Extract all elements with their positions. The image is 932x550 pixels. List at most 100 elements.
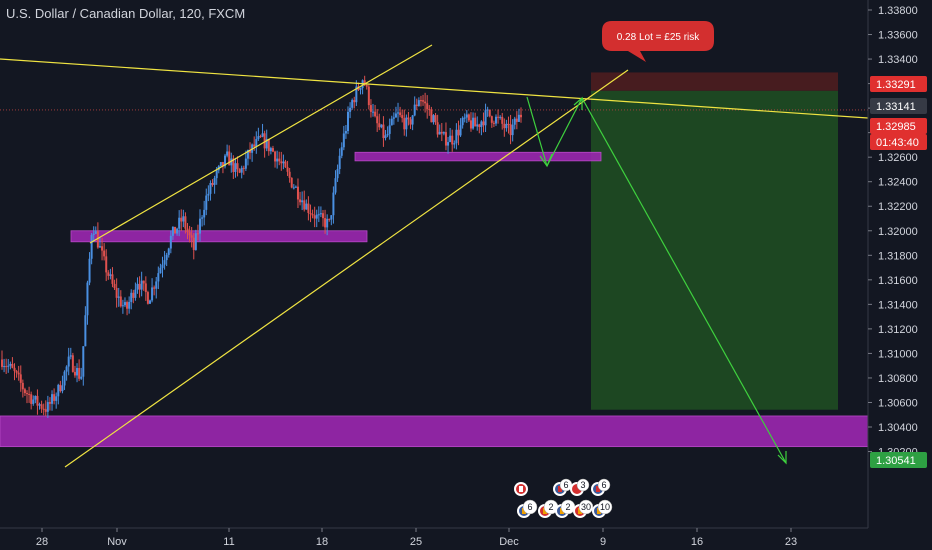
candle-body bbox=[190, 235, 193, 238]
candle-body bbox=[374, 111, 377, 117]
candle-body bbox=[86, 282, 89, 316]
candle bbox=[209, 180, 212, 201]
candle bbox=[88, 252, 91, 286]
candle bbox=[326, 214, 329, 236]
projection-arrow[interactable] bbox=[546, 97, 583, 167]
candle bbox=[203, 200, 206, 226]
candle bbox=[1, 350, 3, 370]
candle bbox=[98, 237, 101, 248]
candle bbox=[259, 134, 262, 138]
candle bbox=[180, 209, 183, 231]
candle-body bbox=[315, 214, 318, 219]
candle-body bbox=[520, 114, 522, 118]
candle bbox=[59, 380, 62, 393]
candle-body bbox=[205, 195, 208, 210]
candle-body bbox=[94, 231, 97, 234]
candle bbox=[313, 206, 316, 228]
annotation-bubble[interactable] bbox=[602, 21, 714, 62]
candle bbox=[5, 358, 8, 375]
candle-body bbox=[28, 393, 31, 395]
candle-body bbox=[23, 389, 26, 394]
y-tick-label: 1.30400 bbox=[878, 422, 918, 434]
candle bbox=[234, 157, 237, 178]
candle-body bbox=[342, 133, 345, 148]
candle bbox=[213, 175, 216, 194]
candle bbox=[188, 225, 191, 243]
candle-body bbox=[13, 367, 16, 372]
sr-zone[interactable] bbox=[354, 151, 602, 162]
y-tick-label: 1.33400 bbox=[878, 54, 918, 66]
candle bbox=[19, 365, 22, 392]
candle-body bbox=[171, 226, 174, 236]
candle bbox=[73, 365, 76, 378]
candle bbox=[334, 170, 337, 195]
candle-body bbox=[513, 118, 516, 125]
candle-body bbox=[280, 161, 283, 164]
stop-loss-zone[interactable] bbox=[591, 72, 838, 91]
candle-body bbox=[438, 131, 441, 135]
candle-body bbox=[119, 296, 122, 307]
candle-body bbox=[34, 395, 37, 400]
candle bbox=[251, 143, 254, 162]
sr-zone[interactable] bbox=[70, 230, 368, 243]
price-tag-label: 1.33141 bbox=[876, 101, 916, 113]
trendlines-layer bbox=[0, 44, 869, 468]
candle-body bbox=[274, 151, 277, 162]
candle-body bbox=[299, 199, 302, 203]
candle-body bbox=[267, 139, 270, 152]
x-tick-label: 18 bbox=[316, 536, 328, 548]
take-profit-zone[interactable] bbox=[591, 90, 838, 410]
candle bbox=[126, 300, 129, 316]
candle-body bbox=[1, 359, 3, 367]
candle bbox=[282, 154, 285, 170]
candle bbox=[476, 116, 479, 131]
candle bbox=[201, 215, 204, 227]
candle bbox=[309, 204, 312, 223]
candle-body bbox=[51, 394, 54, 404]
candle-body bbox=[476, 124, 479, 127]
candle-body bbox=[105, 256, 108, 273]
x-tick-label: 11 bbox=[223, 536, 234, 548]
candle bbox=[240, 165, 243, 179]
descending-trendline[interactable] bbox=[0, 58, 869, 119]
candle bbox=[107, 270, 110, 280]
candle-body bbox=[292, 187, 295, 189]
candle bbox=[194, 229, 197, 251]
candle bbox=[355, 80, 358, 107]
candle-body bbox=[80, 376, 83, 379]
price-tag bbox=[870, 98, 927, 114]
candle bbox=[405, 114, 408, 137]
lower-channel-line[interactable] bbox=[64, 69, 629, 468]
candle-body bbox=[351, 100, 354, 108]
candle bbox=[463, 113, 466, 123]
candle-body bbox=[388, 125, 391, 134]
projection-arrow[interactable] bbox=[526, 96, 548, 167]
candle-body bbox=[422, 100, 425, 102]
candle bbox=[474, 112, 477, 127]
candle-body bbox=[21, 382, 24, 390]
candle bbox=[244, 150, 247, 172]
candle bbox=[386, 126, 389, 138]
candle bbox=[294, 185, 297, 188]
candle bbox=[384, 129, 387, 141]
candle bbox=[21, 379, 24, 398]
candle bbox=[46, 395, 49, 419]
candle-body bbox=[303, 200, 306, 210]
candle bbox=[186, 223, 189, 240]
event-count: 6 bbox=[563, 480, 568, 490]
event-count: 30 bbox=[581, 502, 591, 512]
candle bbox=[128, 296, 131, 314]
candle bbox=[307, 196, 310, 221]
candle bbox=[507, 116, 510, 134]
candle bbox=[142, 280, 145, 291]
candle bbox=[69, 347, 72, 360]
upper-channel-line[interactable] bbox=[89, 44, 433, 244]
candle-body bbox=[486, 109, 489, 111]
candle-body bbox=[148, 300, 151, 304]
projection-arrow[interactable] bbox=[581, 97, 787, 464]
candle bbox=[63, 370, 66, 390]
candles-layer bbox=[1, 75, 522, 419]
candle-body bbox=[169, 235, 172, 249]
candle-body bbox=[9, 363, 12, 366]
